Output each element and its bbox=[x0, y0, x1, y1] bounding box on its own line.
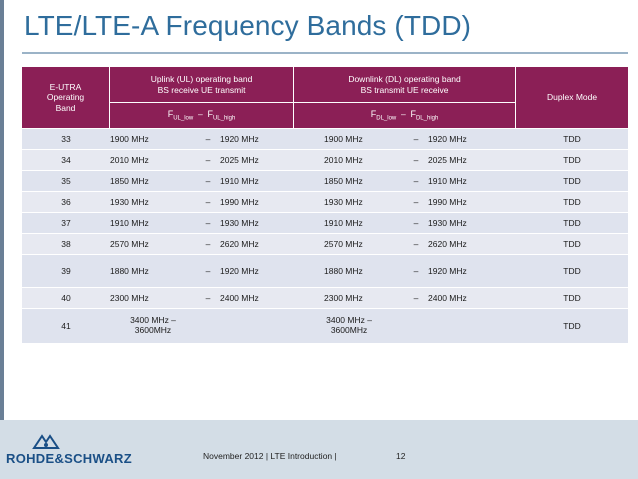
ul-low: 1850 MHz bbox=[110, 171, 196, 192]
duplex-mode: TDD bbox=[516, 150, 629, 171]
dl-high-empty bbox=[428, 309, 517, 344]
ul-high: 1990 MHz bbox=[220, 192, 295, 213]
ul-dash: – bbox=[196, 234, 220, 255]
ul-low: 2570 MHz bbox=[110, 234, 196, 255]
table-row: 37 1910 MHz – 1930 MHz 1910 MHz – 1930 M… bbox=[22, 213, 629, 234]
frequency-bands-table: E-UTRA Operating Band Uplink (UL) operat… bbox=[22, 67, 629, 344]
table-row: 33 1900 MHz – 1920 MHz 1900 MHz – 1920 M… bbox=[22, 129, 629, 150]
band-number: 41 bbox=[22, 309, 110, 344]
dl-high: 1990 MHz bbox=[428, 192, 517, 213]
dl-range-41: 3400 MHz – 3600MHz bbox=[294, 309, 405, 344]
dl-low: 2010 MHz bbox=[294, 150, 405, 171]
downlink-range-header: FDL_low – FDL_high bbox=[294, 103, 517, 129]
table-row: 35 1850 MHz – 1910 MHz 1850 MHz – 1910 M… bbox=[22, 171, 629, 192]
duplex-mode: TDD bbox=[516, 234, 629, 255]
ul-low: 1930 MHz bbox=[110, 192, 196, 213]
band-number: 35 bbox=[22, 171, 110, 192]
dl-high: 1920 MHz bbox=[428, 129, 517, 150]
ul-high: 1920 MHz bbox=[220, 255, 295, 288]
band-number: 39 bbox=[22, 255, 110, 288]
ul-low: 1900 MHz bbox=[110, 129, 196, 150]
dl-high: 2400 MHz bbox=[428, 288, 517, 309]
ul-dash: – bbox=[196, 213, 220, 234]
table-row: 36 1930 MHz – 1990 MHz 1930 MHz – 1990 M… bbox=[22, 192, 629, 213]
slide-left-border bbox=[0, 0, 4, 479]
table-row: 38 2570 MHz – 2620 MHz 2570 MHz – 2620 M… bbox=[22, 234, 629, 255]
duplex-mode: TDD bbox=[516, 288, 629, 309]
band-number: 34 bbox=[22, 150, 110, 171]
footer-text: November 2012 | LTE Introduction | bbox=[203, 451, 337, 461]
dl-dash: – bbox=[404, 288, 429, 309]
duplex-mode: TDD bbox=[516, 309, 629, 344]
table-row: 40 2300 MHz – 2400 MHz 2300 MHz – 2400 M… bbox=[22, 288, 629, 309]
ul-low: 1910 MHz bbox=[110, 213, 196, 234]
dl-low: 2570 MHz bbox=[294, 234, 405, 255]
dl-high: 1920 MHz bbox=[428, 255, 517, 288]
page-number: 12 bbox=[396, 451, 406, 461]
dl-dash: – bbox=[404, 255, 429, 288]
duplex-mode: TDD bbox=[516, 171, 629, 192]
duplex-mode: TDD bbox=[516, 129, 629, 150]
downlink-header: Downlink (DL) operating band BS transmit… bbox=[294, 67, 517, 103]
dl-dash: – bbox=[404, 129, 429, 150]
ul-low: 2300 MHz bbox=[110, 288, 196, 309]
duplex-mode-header: Duplex Mode bbox=[516, 67, 629, 129]
ul-dash: – bbox=[196, 129, 220, 150]
title-rule bbox=[22, 52, 628, 54]
dl-dash: – bbox=[404, 234, 429, 255]
ul-dash: – bbox=[196, 150, 220, 171]
band-column-header: E-UTRA Operating Band bbox=[22, 67, 110, 129]
uplink-range-header: FUL_low – FUL_high bbox=[110, 103, 295, 129]
slide-title: LTE/LTE-A Frequency Bands (TDD) bbox=[24, 10, 472, 41]
ul-low: 1880 MHz bbox=[110, 255, 196, 288]
dl-dash: – bbox=[404, 192, 429, 213]
ul-high-empty bbox=[220, 309, 295, 344]
band-number: 36 bbox=[22, 192, 110, 213]
rohde-schwarz-logo: ROHDE&SCHWARZ bbox=[6, 432, 156, 468]
dl-dash: – bbox=[404, 150, 429, 171]
footer-bar bbox=[0, 420, 638, 479]
dl-low: 2300 MHz bbox=[294, 288, 405, 309]
ul-range-41: 3400 MHz – 3600MHz bbox=[110, 309, 196, 344]
logo-wordmark: ROHDE&SCHWARZ bbox=[6, 451, 132, 466]
ul-high: 1920 MHz bbox=[220, 129, 295, 150]
dl-low: 1900 MHz bbox=[294, 129, 405, 150]
ul-high: 2400 MHz bbox=[220, 288, 295, 309]
ul-high: 2620 MHz bbox=[220, 234, 295, 255]
table-row: 39 1880 MHz – 1920 MHz 1880 MHz – 1920 M… bbox=[22, 255, 629, 288]
duplex-mode: TDD bbox=[516, 192, 629, 213]
ul-dash: – bbox=[196, 288, 220, 309]
dl-high: 1910 MHz bbox=[428, 171, 517, 192]
ul-dash-empty bbox=[196, 309, 220, 344]
table-row: 41 3400 MHz – 3600MHz 3400 MHz – 3600MHz… bbox=[22, 309, 629, 344]
ul-high: 1930 MHz bbox=[220, 213, 295, 234]
dl-high: 2025 MHz bbox=[428, 150, 517, 171]
ul-high: 1910 MHz bbox=[220, 171, 295, 192]
ul-dash: – bbox=[196, 192, 220, 213]
dl-low: 1910 MHz bbox=[294, 213, 405, 234]
dl-low: 1880 MHz bbox=[294, 255, 405, 288]
band-number: 33 bbox=[22, 129, 110, 150]
band-number: 40 bbox=[22, 288, 110, 309]
band-number: 38 bbox=[22, 234, 110, 255]
ul-dash: – bbox=[196, 171, 220, 192]
dl-high: 1930 MHz bbox=[428, 213, 517, 234]
ul-high: 2025 MHz bbox=[220, 150, 295, 171]
duplex-mode: TDD bbox=[516, 213, 629, 234]
ul-low: 2010 MHz bbox=[110, 150, 196, 171]
rohde-schwarz-logo-mark-icon bbox=[32, 434, 60, 449]
dl-high: 2620 MHz bbox=[428, 234, 517, 255]
uplink-header: Uplink (UL) operating band BS receive UE… bbox=[110, 67, 295, 103]
ul-dash: – bbox=[196, 255, 220, 288]
dl-low: 1850 MHz bbox=[294, 171, 405, 192]
band-number: 37 bbox=[22, 213, 110, 234]
dl-low: 1930 MHz bbox=[294, 192, 405, 213]
dl-dash-empty bbox=[404, 309, 429, 344]
dl-dash: – bbox=[404, 171, 429, 192]
table-row: 34 2010 MHz – 2025 MHz 2010 MHz – 2025 M… bbox=[22, 150, 629, 171]
duplex-mode: TDD bbox=[516, 255, 629, 288]
dl-dash: – bbox=[404, 213, 429, 234]
